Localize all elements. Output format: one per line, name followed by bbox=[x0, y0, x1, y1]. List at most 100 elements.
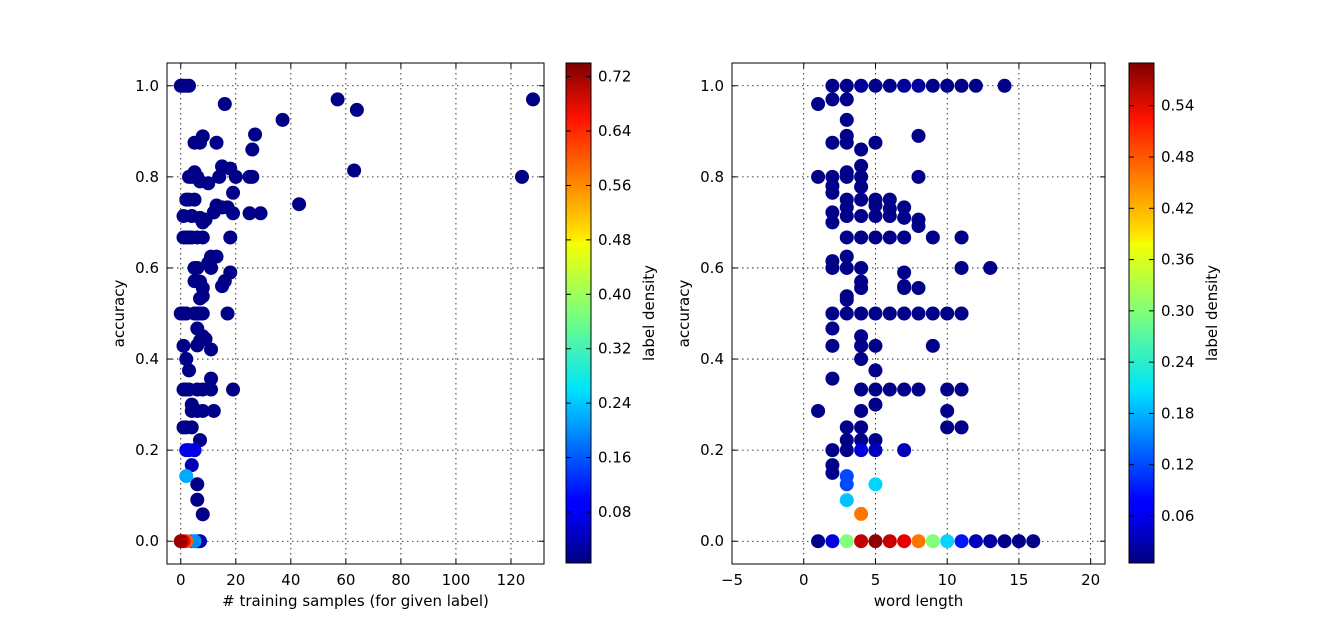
right-colorbar-tick-label: 0.12 bbox=[1161, 456, 1194, 474]
right-scatter-point bbox=[854, 230, 869, 245]
left-scatter-point bbox=[195, 507, 210, 522]
right-scatter-point bbox=[940, 403, 955, 418]
right-scatter-point bbox=[839, 443, 854, 458]
left-points bbox=[173, 78, 540, 549]
right-scatter-point bbox=[983, 260, 998, 275]
left-xtick-label: 40 bbox=[281, 571, 300, 589]
right-scatter-point bbox=[811, 403, 826, 418]
left-scatter-point bbox=[173, 534, 188, 549]
right-scatter-point bbox=[940, 420, 955, 435]
left-scatter-point bbox=[184, 420, 199, 435]
right-scatter-point bbox=[854, 433, 869, 448]
left-scatter-point bbox=[223, 230, 238, 245]
left-scatter-point bbox=[198, 212, 213, 227]
left-colorbar-gradient bbox=[565, 62, 592, 564]
right-colorbar-label: label density bbox=[1203, 265, 1221, 361]
right-scatter-point bbox=[825, 78, 840, 93]
left-scatter-point bbox=[195, 289, 210, 304]
right-scatter-point bbox=[839, 209, 854, 224]
right-scatter-point bbox=[854, 158, 869, 173]
right-scatter-point bbox=[868, 443, 883, 458]
right-scatter-point bbox=[868, 306, 883, 321]
right-scatter-point bbox=[868, 78, 883, 93]
right-scatter-point bbox=[825, 260, 840, 275]
right-scatter-point bbox=[882, 230, 897, 245]
left-scatter-point bbox=[204, 371, 219, 386]
left-scatter-point bbox=[242, 206, 257, 221]
right-scatter-point bbox=[983, 534, 998, 549]
right-scatter-point bbox=[897, 534, 912, 549]
right-colorbar-tick-label: 0.36 bbox=[1161, 251, 1194, 269]
right-scatter-point bbox=[868, 433, 883, 448]
left-scatter-point bbox=[195, 306, 210, 321]
left-scatter-point bbox=[347, 163, 362, 178]
right-scatter-point bbox=[839, 477, 854, 492]
right-scatter-point bbox=[897, 230, 912, 245]
left-scatter-point bbox=[245, 169, 260, 184]
right-scatter-point bbox=[854, 382, 869, 397]
left-xtick-label: 80 bbox=[391, 571, 410, 589]
right-y-axis-label: accuracy bbox=[675, 280, 693, 348]
left-scatter-point bbox=[209, 135, 224, 150]
left-y-axis-label: accuracy bbox=[110, 280, 128, 348]
right-scatter-point bbox=[825, 321, 840, 336]
right-colorbar-tick-label: 0.06 bbox=[1161, 507, 1194, 525]
right-scatter-point bbox=[854, 534, 869, 549]
left-colorbar-tick-label: 0.40 bbox=[598, 285, 631, 303]
right-scatter-point bbox=[854, 352, 869, 367]
left-ytick-label: 1.0 bbox=[135, 77, 159, 95]
right-scatter-point bbox=[854, 420, 869, 435]
right-scatter-point bbox=[940, 382, 955, 397]
left-scatter-point bbox=[201, 176, 216, 191]
left-scatter-point bbox=[187, 443, 202, 458]
right-scatter-point bbox=[811, 96, 826, 111]
right-scatter-point bbox=[997, 78, 1012, 93]
right-ytick-label: 0.6 bbox=[700, 259, 724, 277]
right-scatter-point bbox=[854, 142, 869, 157]
right-scatter-point bbox=[854, 78, 869, 93]
right-scatter-point bbox=[854, 179, 869, 194]
left-colorbar-tick-label: 0.08 bbox=[598, 503, 631, 521]
right-scatter-point bbox=[854, 209, 869, 224]
right-scatter-point bbox=[954, 260, 969, 275]
right-xtick-label: 15 bbox=[1009, 571, 1028, 589]
right-scatter-point bbox=[882, 534, 897, 549]
right-ytick-label: 0.2 bbox=[700, 441, 724, 459]
right-scatter-point bbox=[868, 338, 883, 353]
right-scatter-point bbox=[911, 128, 926, 143]
left-scatter-point bbox=[514, 169, 529, 184]
left-scatter-point bbox=[182, 78, 197, 93]
right-colorbar-tick-label: 0.24 bbox=[1161, 353, 1194, 371]
left-scatter-point bbox=[253, 206, 268, 221]
right-scatter-point bbox=[925, 230, 940, 245]
right-scatter-point bbox=[839, 112, 854, 127]
right-scatter-point bbox=[854, 403, 869, 418]
right-scatter-point bbox=[825, 205, 840, 220]
left-scatter-point bbox=[220, 306, 235, 321]
left-colorbar-tick-label: 0.48 bbox=[598, 231, 631, 249]
right-ticks: −5 0 5 10 15 20 0.0 0.2 0.4 0.6 0.8 1.0 bbox=[700, 63, 1105, 589]
right-scatter-point bbox=[839, 306, 854, 321]
left-colorbar-tick-label: 0.72 bbox=[598, 68, 631, 86]
left-scatter-point bbox=[226, 206, 241, 221]
right-scatter-point bbox=[925, 338, 940, 353]
right-scatter-point bbox=[825, 92, 840, 107]
right-xtick-label: 10 bbox=[938, 571, 957, 589]
right-scatter-panel: −5 0 5 10 15 20 0.0 0.2 0.4 0.6 0.8 1.0 word length… bbox=[675, 62, 1106, 610]
right-ytick-label: 1.0 bbox=[700, 77, 724, 95]
left-ytick-label: 0.6 bbox=[135, 259, 159, 277]
right-colorbar-ticks: 0.06 0.12 0.18 0.24 0.30 0.36 0.42 0.48 0.54 bbox=[1129, 97, 1194, 525]
left-xtick-label: 60 bbox=[336, 571, 355, 589]
right-scatter-point bbox=[825, 338, 840, 353]
right-scatter-point bbox=[925, 534, 940, 549]
left-scatter-point bbox=[226, 185, 241, 200]
right-scatter-point bbox=[854, 443, 869, 458]
right-scatter-point bbox=[839, 420, 854, 435]
left-scatter-point bbox=[190, 338, 205, 353]
right-colorbar-tick-label: 0.30 bbox=[1161, 302, 1194, 320]
left-scatter-point bbox=[204, 382, 219, 397]
left-ytick-label: 0.4 bbox=[135, 350, 159, 368]
right-scatter-point bbox=[1026, 534, 1041, 549]
right-scatter-point bbox=[897, 443, 912, 458]
left-scatter-point bbox=[182, 363, 197, 378]
